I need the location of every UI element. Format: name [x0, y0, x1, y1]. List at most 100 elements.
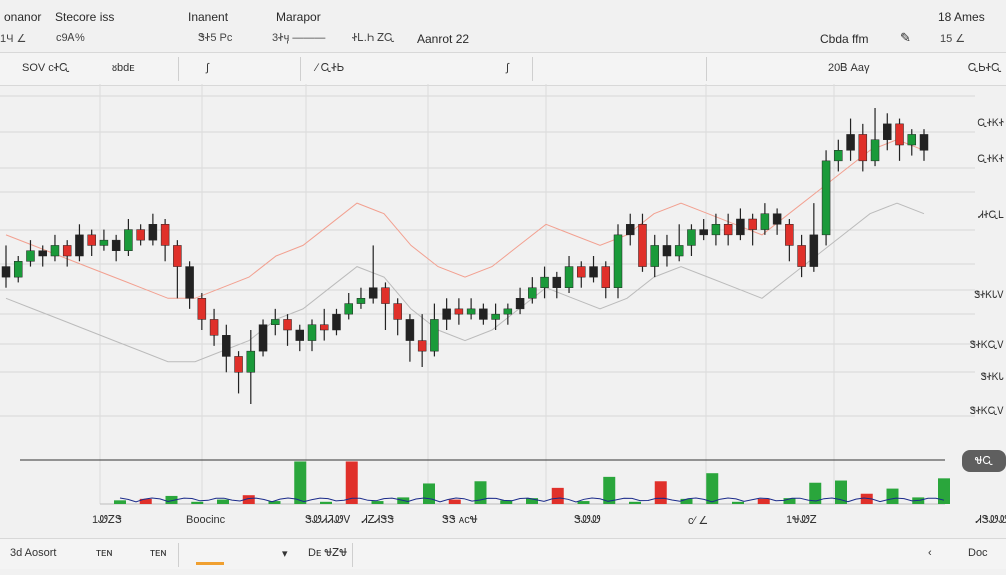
candle-body	[258, 324, 268, 352]
stat-value-2: ᴄ9Ꭺ%	[56, 32, 85, 44]
stat-label-7: 18 Ames	[938, 10, 985, 24]
bottom-item[interactable]: Dᴇ ᏠᏃᏠ	[308, 547, 348, 559]
candle-body	[405, 319, 415, 341]
candle-body	[307, 324, 317, 341]
candle-body	[503, 308, 513, 315]
toolbar-divider	[178, 57, 179, 81]
volume-bar	[114, 500, 126, 504]
candle-body	[711, 224, 721, 236]
volume-bar	[217, 499, 229, 504]
candle-body	[834, 150, 843, 162]
toolbar-divider	[532, 57, 533, 81]
draw-tool-icon[interactable]: ∫	[206, 62, 210, 74]
top-stats-row: onanor 1Ч ∠ Stecore iss ᴄ9Ꭺ% Inanent ᏕᏐ5…	[0, 0, 1006, 50]
toolbar-range[interactable]: 20Ᏼ Aaγ	[828, 62, 870, 74]
volume-bar	[732, 501, 744, 504]
bottom-toolbar: 3d Aosort ᴛᴇɴ ᴛᴇɴ ▾ Dᴇ ᏠᏃᏠ ‹ Dᴏᴄ	[0, 538, 1006, 569]
candle-body	[430, 319, 439, 352]
price-chart[interactable]	[0, 84, 1006, 538]
candle-body	[687, 229, 696, 246]
candle-body	[50, 245, 60, 257]
candle-body	[515, 298, 525, 310]
candle-body	[625, 224, 635, 236]
candle-body	[674, 245, 684, 257]
candle-body	[552, 276, 562, 288]
candle-body	[344, 303, 353, 315]
candle-body	[907, 134, 917, 146]
candle-body	[99, 239, 109, 246]
candle-body	[283, 319, 292, 331]
price-pill[interactable]: ᏠᏩ	[962, 450, 1006, 472]
candle-body	[846, 134, 855, 151]
toolbar-symbol[interactable]: SOV ᴄᏐᏩ	[22, 62, 70, 74]
ma-line	[5, 139, 925, 299]
candle-body	[246, 350, 256, 373]
toolbar-interval[interactable]: ᴕbdᴇ	[112, 62, 135, 74]
toolbar-divider	[352, 543, 353, 567]
bottom-item[interactable]: ᴛᴇɴ	[96, 547, 113, 559]
candle-body	[613, 234, 623, 288]
candle-body	[564, 266, 574, 288]
volume-bar	[294, 461, 307, 504]
candle-body	[295, 329, 305, 341]
candle-body	[491, 313, 500, 320]
volume-line	[119, 497, 945, 503]
time-label: ᏗᏃᏗᏕᏕ	[362, 514, 395, 526]
candle-body	[185, 266, 194, 299]
volume-bar	[448, 499, 461, 504]
volume-bar	[139, 498, 152, 504]
price-label-7: ᏕᏐᏦᏩᏙ	[969, 406, 1004, 417]
candle-body	[209, 319, 219, 336]
time-label: ᴄ∕ ∠	[688, 515, 709, 527]
candle-body	[26, 250, 35, 262]
toolbar-divider	[178, 543, 179, 567]
price-label-3: ᏗᏐᏩᏞ	[978, 210, 1004, 221]
bottom-item[interactable]: 3d Aosort	[10, 547, 57, 559]
chevron-left-icon[interactable]: ‹	[928, 547, 932, 559]
price-label-6: ᏕᏐᏦᏓ	[980, 372, 1004, 383]
candle-body	[858, 134, 868, 162]
time-label: 1ᏠᏪᏃ	[786, 514, 817, 526]
volume-bar	[680, 498, 693, 504]
volume-bar	[320, 501, 332, 504]
volume-bar	[603, 476, 616, 504]
time-label: ᏕᏪᏗᏘᏪᏙ	[305, 514, 351, 526]
candle-body	[736, 218, 745, 236]
stat-value-3: ᏕᏐ5 Pᴄ	[198, 32, 233, 44]
chart-toolbar: SOV ᴄᏐᏩ ᴕbdᴇ ∫ ∕ ᏩᏐᏏ ∫ 20Ᏼ Aaγ ᏩᏏᏐᏩ	[0, 52, 1006, 86]
toolbar-indicator[interactable]: ∕ ᏩᏐᏏ	[316, 62, 345, 74]
toolbar-divider	[706, 57, 707, 81]
draw-tool-icon-2[interactable]: ∫	[506, 62, 510, 74]
candle-body	[870, 139, 880, 162]
chevron-down-icon[interactable]: ▾	[282, 548, 288, 560]
time-label: 1ᏪᏃᏕ	[92, 514, 122, 526]
volume-bar	[551, 487, 564, 504]
candle-body	[1, 266, 11, 278]
candle-body	[173, 245, 182, 267]
volume-bar	[706, 473, 719, 504]
candlestick-series	[1, 108, 929, 404]
candle-body	[662, 245, 672, 257]
stat-value-7: 15 ∠	[940, 33, 966, 45]
active-tab-indicator	[196, 562, 224, 565]
stat-label-2: Stecore iss	[55, 10, 115, 24]
bottom-item[interactable]: ᴛᴇɴ	[150, 547, 167, 559]
candle-body	[332, 313, 341, 331]
volume-bar	[191, 501, 204, 504]
candle-body	[650, 245, 659, 267]
candle-body	[381, 287, 390, 304]
volume-bar	[938, 478, 950, 504]
pen-icon[interactable]: ✎	[900, 30, 911, 45]
volume-bar	[345, 461, 358, 504]
candle-body	[540, 276, 549, 288]
volume-bar	[783, 498, 796, 504]
volume-bar	[268, 501, 281, 504]
bottom-item[interactable]: Dᴏᴄ	[968, 547, 988, 559]
volume-bar	[165, 495, 178, 504]
stat-label-4: Marapor	[276, 10, 321, 24]
volume-bar	[809, 482, 822, 504]
volume-bar	[526, 498, 538, 504]
candle-body	[393, 303, 402, 320]
candle-body	[319, 324, 329, 331]
candle-body	[75, 234, 84, 257]
